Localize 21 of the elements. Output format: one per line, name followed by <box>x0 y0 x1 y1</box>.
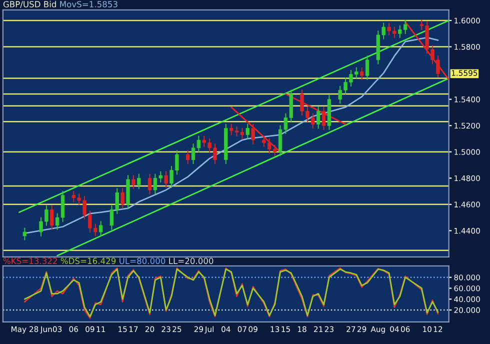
candlestick <box>50 205 54 230</box>
candlestick <box>132 175 136 190</box>
candlestick <box>360 67 364 80</box>
candlestick <box>148 174 152 194</box>
candlestick <box>322 106 326 130</box>
candlestick <box>120 188 124 209</box>
series-label: %DS=16.429 <box>60 258 116 264</box>
candlestick <box>316 106 320 129</box>
series-label: %KS=13.322 <box>3 258 57 264</box>
candlestick <box>137 174 141 190</box>
candlestick <box>164 171 168 188</box>
candlestick <box>186 150 190 164</box>
candlestick <box>251 124 255 144</box>
chart-title: GBP/USD Bid <box>3 0 56 8</box>
candlestick <box>22 228 27 240</box>
candlestick <box>365 55 370 80</box>
candlestick <box>246 124 250 140</box>
candlestick <box>98 221 103 236</box>
text: MovS=1.5853 <box>60 1 118 8</box>
ref-line-label: UL=80.000 <box>120 258 166 264</box>
ref-line-label: LL=20.000 <box>169 258 214 264</box>
